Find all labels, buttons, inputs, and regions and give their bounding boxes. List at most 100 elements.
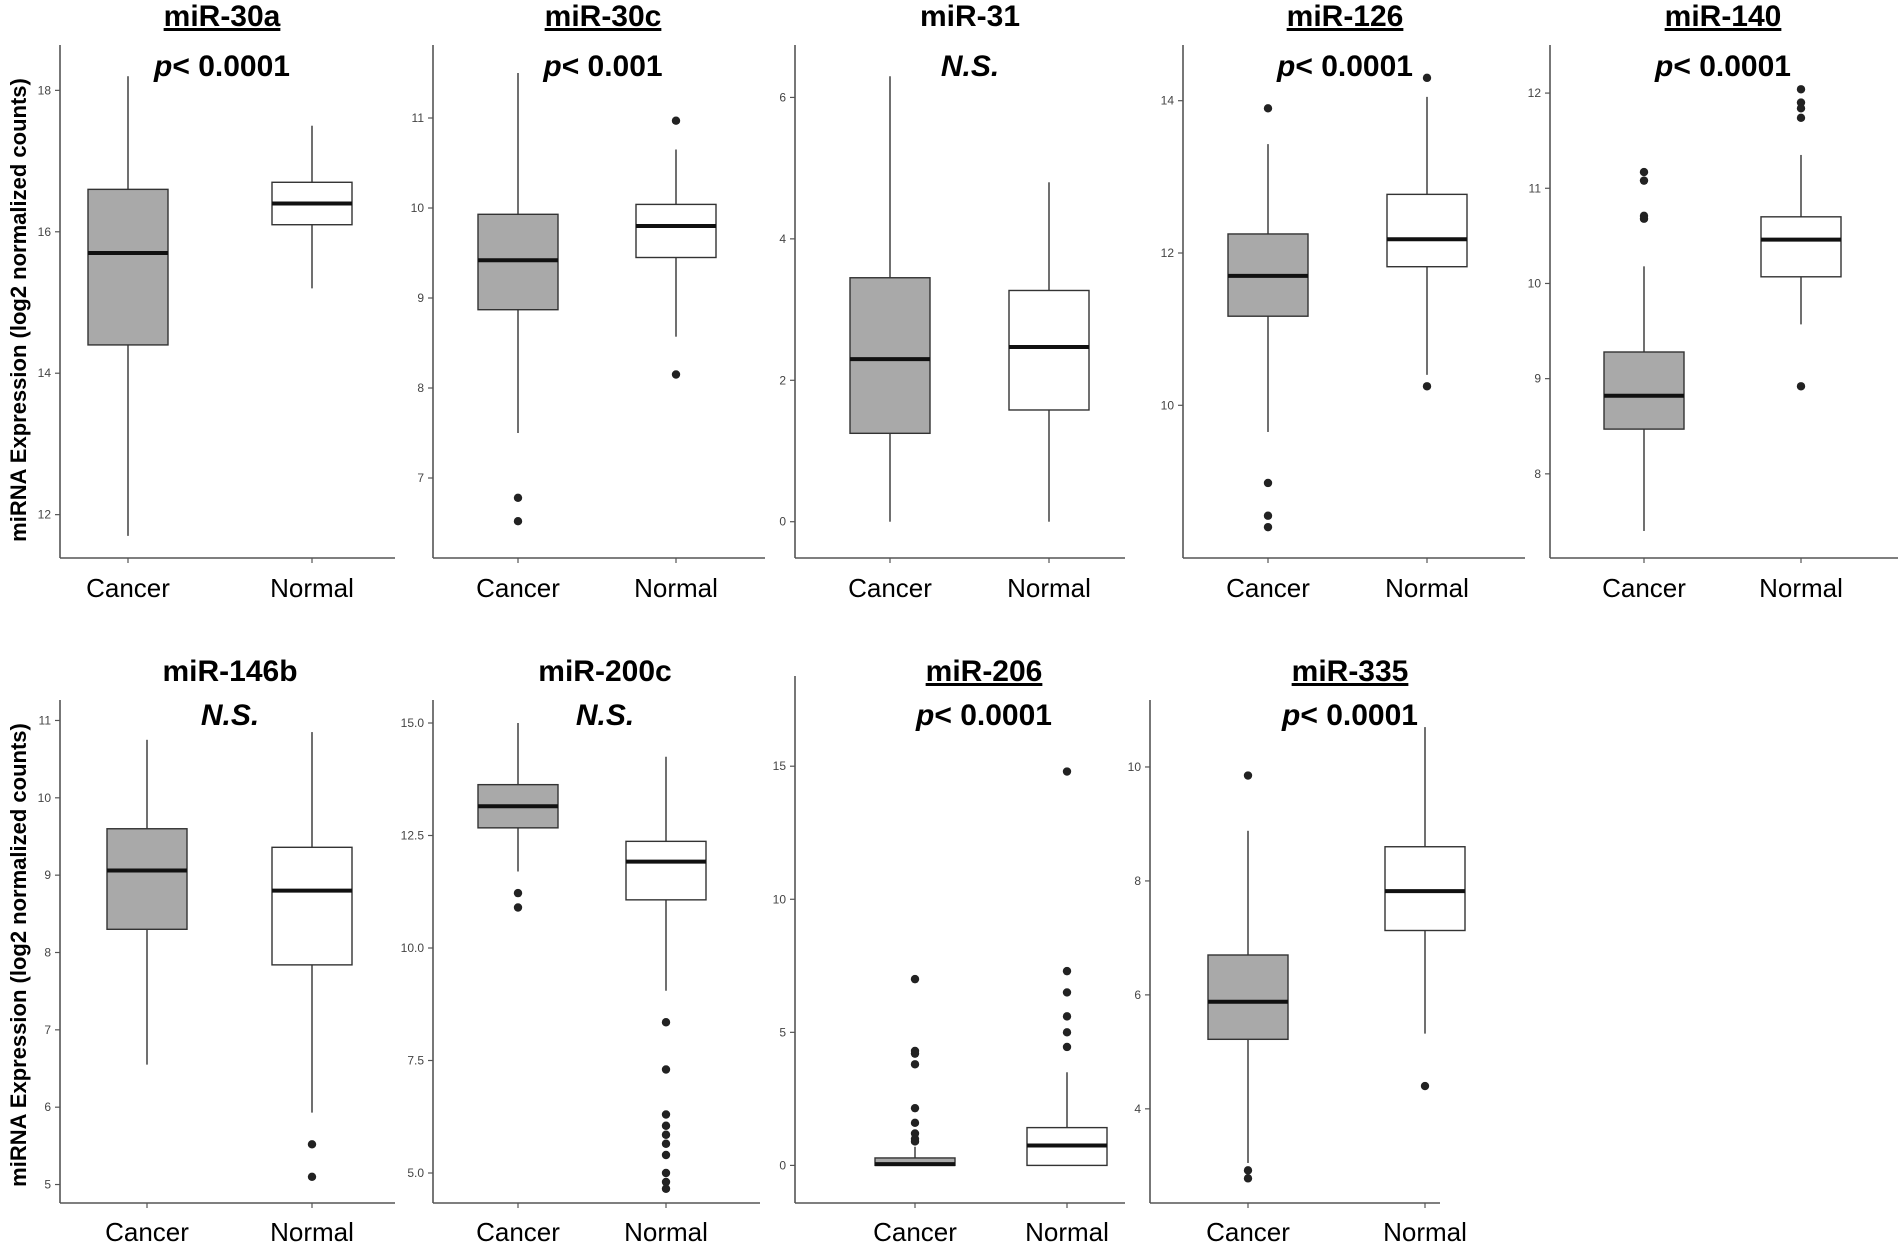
panel-title: miR-31 [920, 0, 1020, 33]
outlier-point [910, 974, 920, 984]
y-tick-label: 5 [779, 1025, 786, 1039]
panel-mir-30c: 7 8 9 10 11 Cancer Normal miR-30c p< 0.001 [411, 0, 765, 603]
box-cancer [1603, 167, 1685, 531]
y-tick-label: 11 [412, 111, 425, 125]
p-symbol: p [542, 50, 561, 83]
category-label-cancer: Cancer [86, 573, 170, 603]
outlier-point [1796, 113, 1806, 123]
y-tick-label: 12.5 [401, 829, 425, 843]
y-tick-label: 11 [39, 713, 52, 727]
outlier-point [671, 370, 681, 379]
p-value: < 0.0001 [934, 699, 1052, 732]
box-normal [271, 732, 353, 1181]
y-tick-label: 10 [1161, 398, 1175, 412]
outlier-point [1263, 104, 1273, 113]
category-label-cancer: Cancer [873, 1217, 957, 1247]
outlier-point [307, 1140, 317, 1149]
category-label-normal: Normal [1385, 573, 1469, 603]
y-tick-label: 11 [1529, 181, 1542, 195]
iqr-box [271, 846, 353, 966]
outlier-point [1062, 988, 1072, 997]
outlier-point [1420, 1081, 1430, 1091]
y-tick-label: 10 [1128, 760, 1142, 774]
outlier-point [1243, 1174, 1253, 1183]
outlier-point [1422, 382, 1432, 391]
y-tick-label: 8 [417, 381, 424, 395]
panel-title: miR-335 [1292, 655, 1409, 688]
panel-title: miR-146b [162, 655, 297, 688]
iqr-box [1386, 193, 1468, 268]
outlier-point [1422, 73, 1432, 83]
panel-title: miR-30c [545, 0, 662, 33]
panel-title: miR-200c [538, 655, 671, 688]
y-axis-label-bottom: miRNA Expression (log2 normalized counts… [6, 723, 31, 1187]
panel-title: miR-206 [926, 655, 1043, 688]
category-label-normal: Normal [1007, 573, 1091, 603]
box-normal [1386, 73, 1468, 391]
y-tick-label: 7.5 [407, 1054, 424, 1068]
outlier-point [513, 903, 523, 912]
y-tick-label: 10 [38, 791, 52, 805]
outlier-point [1796, 85, 1806, 94]
category-label-normal: Normal [270, 573, 354, 603]
y-tick-label: 12 [1161, 246, 1175, 260]
outlier-point [661, 1150, 671, 1160]
iqr-box [625, 840, 707, 901]
category-label-cancer: Cancer [105, 1217, 189, 1247]
y-tick-label: 8 [1134, 874, 1141, 888]
outlier-point [1796, 382, 1806, 391]
y-tick-label: 7 [417, 471, 424, 485]
panel-mir-30a: 12 14 16 18 Cancer Normal miR-30a p< 0.0001 [38, 0, 395, 603]
outlier-point [1639, 176, 1649, 185]
y-tick-label: 16 [38, 225, 52, 239]
outlier-point [513, 517, 523, 526]
y-tick-label: 5 [44, 1178, 51, 1192]
significance-label: N.S. [201, 699, 259, 732]
panel-mir-126: 10 12 14 Cancer Normal miR-126 p< 0.0001 [1161, 0, 1525, 603]
p-value: < 0.0001 [172, 50, 290, 83]
y-tick-label: 8 [1534, 467, 1541, 481]
box-normal [1026, 767, 1108, 1167]
outlier-point [910, 1137, 920, 1146]
significance-label: p< 0.0001 [1276, 50, 1413, 83]
category-label-normal: Normal [634, 573, 718, 603]
significance-label: p< 0.0001 [153, 50, 290, 83]
outlier-point [1639, 167, 1649, 177]
outlier-point [513, 493, 523, 502]
outlier-point [661, 1177, 671, 1187]
box-cancer [87, 76, 169, 536]
panel-title: miR-30a [164, 0, 281, 33]
outlier-point [1062, 1012, 1072, 1021]
y-tick-label: 15.0 [401, 716, 425, 730]
iqr-box [1603, 351, 1685, 430]
iqr-box [87, 188, 169, 346]
iqr-box [106, 828, 188, 930]
p-symbol: p [153, 50, 172, 83]
outlier-point [1243, 771, 1253, 780]
y-tick-label: 6 [1134, 988, 1141, 1002]
y-tick-label: 10 [773, 892, 787, 906]
iqr-box [849, 277, 931, 435]
p-symbol: p [1276, 50, 1295, 83]
y-tick-label: 12 [38, 508, 52, 522]
p-value: < 0.0001 [1295, 50, 1413, 83]
outlier-point [661, 1168, 671, 1178]
p-value: < 0.0001 [1300, 699, 1418, 732]
y-axis-label-top: miRNA Expression (log2 normalized counts… [6, 78, 31, 542]
category-label-normal: Normal [270, 1217, 354, 1247]
box-normal [1008, 182, 1090, 522]
y-tick-label: 9 [417, 291, 424, 305]
outlier-point [671, 116, 681, 125]
outlier-point [661, 1139, 671, 1148]
significance-label: N.S. [576, 699, 634, 732]
outlier-point [910, 1049, 920, 1058]
y-tick-label: 10 [411, 201, 425, 215]
category-label-cancer: Cancer [476, 573, 560, 603]
panel-mir-140: 8 9 10 11 12 Cancer Normal miR-140 p< 0.0001 [1528, 0, 1898, 603]
iqr-box [1760, 216, 1842, 278]
box-normal [271, 125, 353, 289]
y-tick-label: 10.0 [401, 941, 425, 955]
outlier-point [661, 1065, 671, 1074]
